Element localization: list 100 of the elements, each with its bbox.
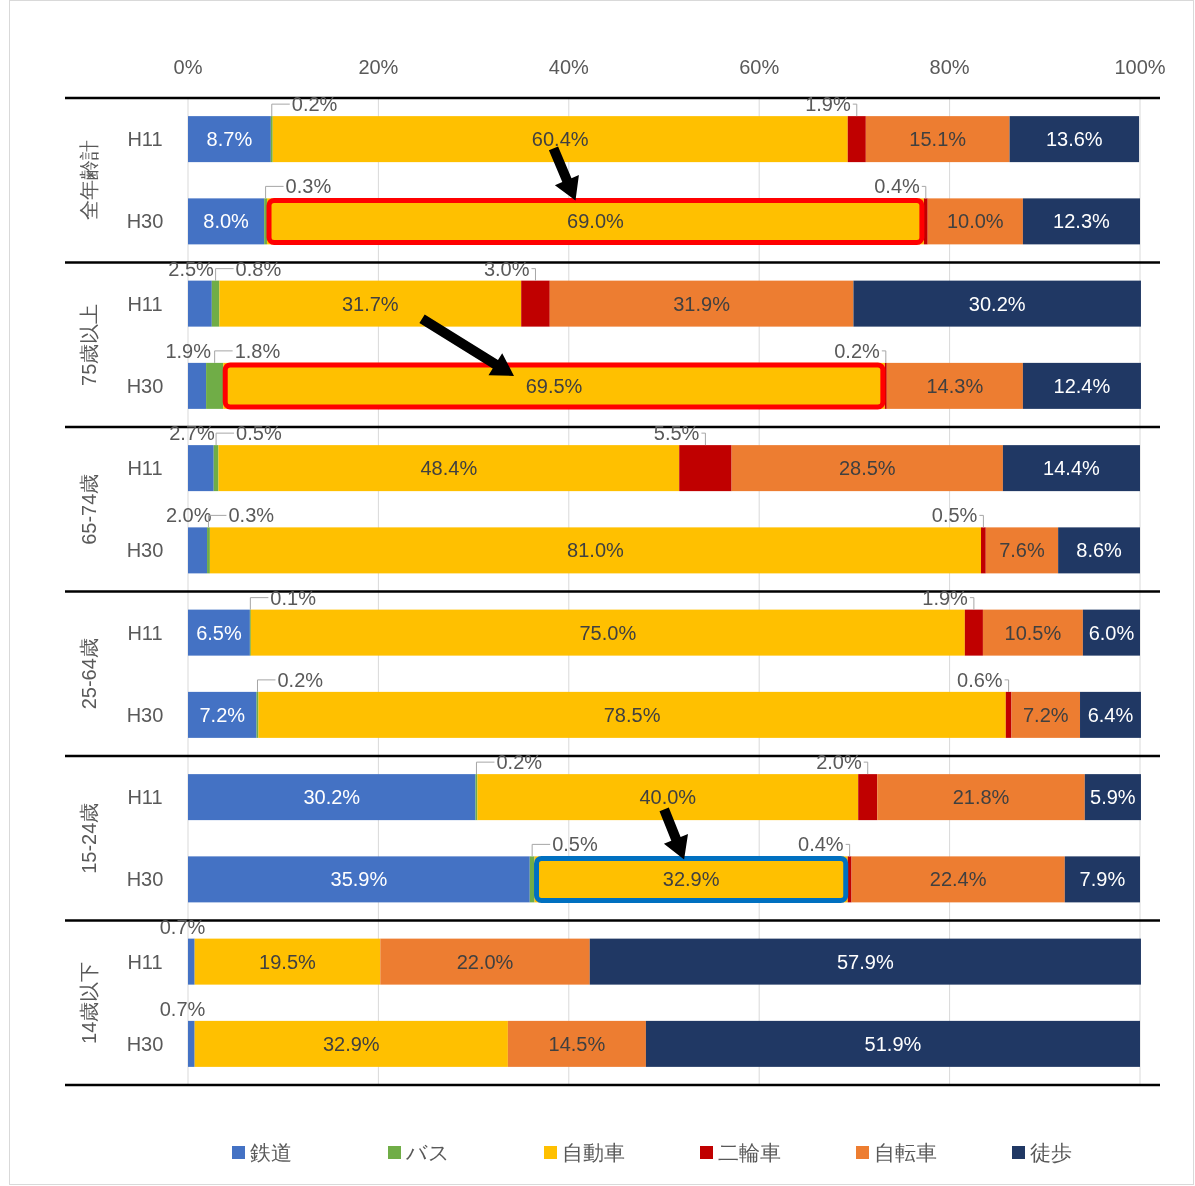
bar xyxy=(258,691,1006,738)
data-label: 1.9% xyxy=(922,586,969,609)
legend-label: 二輪車 xyxy=(718,1141,781,1164)
y-tick-label: H30 xyxy=(126,703,164,726)
x-tick-label: 80% xyxy=(929,56,970,78)
bar xyxy=(679,445,732,492)
y-axis-title: 全年齢計 xyxy=(78,140,100,221)
data-label: 30.2% xyxy=(968,292,1026,315)
data-label: 0.3% xyxy=(228,504,275,527)
y-tick-label: H30 xyxy=(126,1032,164,1055)
data-label: 1.9% xyxy=(165,339,212,362)
data-label: 21.8% xyxy=(952,786,1010,809)
data-label: 0.3% xyxy=(285,175,332,198)
legend-label: 自動車 xyxy=(562,1141,625,1164)
data-label: 3.0% xyxy=(483,257,530,280)
bar xyxy=(194,1020,508,1067)
x-tick-label: 60% xyxy=(739,56,780,78)
data-label: 0.7% xyxy=(159,997,206,1020)
data-label: 6.5% xyxy=(196,621,242,644)
data-label: 0.7% xyxy=(159,915,206,938)
bar xyxy=(188,691,257,738)
data-label: 8.7% xyxy=(206,128,253,151)
bar xyxy=(188,527,208,574)
data-label: 69.0% xyxy=(567,210,625,233)
data-label: 40.0% xyxy=(639,786,697,809)
bar xyxy=(206,362,224,409)
bar xyxy=(207,527,210,574)
bar xyxy=(964,609,983,656)
data-label: 28.5% xyxy=(838,457,896,480)
data-label: 2.7% xyxy=(169,422,216,445)
bar xyxy=(250,609,965,656)
y-axis-title: 15-24歳 xyxy=(78,802,100,874)
x-tick-label: 40% xyxy=(548,56,590,78)
bar xyxy=(264,198,268,245)
bar xyxy=(188,362,207,409)
data-label: 0.5% xyxy=(236,422,282,445)
bar xyxy=(1022,362,1141,409)
y-axis-title: 75歳以上 xyxy=(78,303,100,386)
data-label: 0.5% xyxy=(552,833,598,856)
bar xyxy=(1022,198,1140,245)
x-tick-label: 100% xyxy=(1114,56,1166,78)
bar xyxy=(1009,116,1140,163)
data-label: 0.2% xyxy=(834,339,881,362)
data-label: 32.9% xyxy=(662,868,720,891)
data-label: 69.5% xyxy=(525,374,583,397)
data-label: 7.9% xyxy=(1079,868,1126,891)
legend-label: 自転車 xyxy=(874,1141,937,1164)
bar xyxy=(188,116,271,163)
data-label: 2.5% xyxy=(168,257,215,280)
bar xyxy=(731,445,1003,492)
data-label: 15.1% xyxy=(909,128,967,151)
data-label: 8.6% xyxy=(1076,539,1123,562)
data-label: 7.6% xyxy=(999,539,1045,562)
data-label: 35.9% xyxy=(330,868,388,891)
bar xyxy=(549,280,854,327)
x-tick-label: 0% xyxy=(173,56,203,78)
y-tick-label: H11 xyxy=(127,950,163,973)
bar xyxy=(272,116,848,163)
data-label: 7.2% xyxy=(199,703,246,726)
bar xyxy=(877,774,1085,821)
data-label: 0.2% xyxy=(496,751,543,774)
data-label: 81.0% xyxy=(567,539,625,562)
bar xyxy=(219,280,522,327)
bar xyxy=(923,198,928,245)
data-label: 60.4% xyxy=(531,128,589,151)
x-tick-label: 20% xyxy=(358,56,399,78)
y-tick-label: H11 xyxy=(127,128,163,151)
data-label: 30.2% xyxy=(303,786,361,809)
bar xyxy=(188,774,476,821)
data-label: 19.5% xyxy=(259,950,317,973)
data-label: 2.0% xyxy=(816,751,862,774)
y-tick-label: H30 xyxy=(126,374,164,397)
data-label: 57.9% xyxy=(836,950,894,973)
bar xyxy=(645,1020,1140,1067)
legend-label: 鉄道 xyxy=(250,1141,292,1164)
data-label: 1.9% xyxy=(805,93,851,116)
data-label: 7.2% xyxy=(1022,703,1069,726)
data-label: 14.4% xyxy=(1043,457,1101,480)
bar xyxy=(380,938,590,985)
bar xyxy=(853,280,1141,327)
bar xyxy=(209,527,982,574)
bar xyxy=(865,116,1010,163)
bar xyxy=(188,445,214,492)
bar xyxy=(477,774,859,821)
y-tick-label: H30 xyxy=(126,210,164,233)
data-label: 2.0% xyxy=(165,504,212,527)
bar xyxy=(211,280,220,327)
data-label: 0.4% xyxy=(874,175,921,198)
data-label: 48.4% xyxy=(420,457,478,480)
data-label: 0.1% xyxy=(270,586,317,609)
data-label: 31.7% xyxy=(341,292,399,315)
y-tick-label: H30 xyxy=(126,868,164,891)
data-label: 6.0% xyxy=(1088,621,1135,644)
data-label: 22.4% xyxy=(929,868,987,891)
data-label: 10.5% xyxy=(1004,621,1062,644)
bar xyxy=(188,280,212,327)
y-tick-label: H11 xyxy=(127,621,163,644)
bar xyxy=(1011,691,1081,738)
data-label: 78.5% xyxy=(603,703,661,726)
bar xyxy=(982,609,1083,656)
